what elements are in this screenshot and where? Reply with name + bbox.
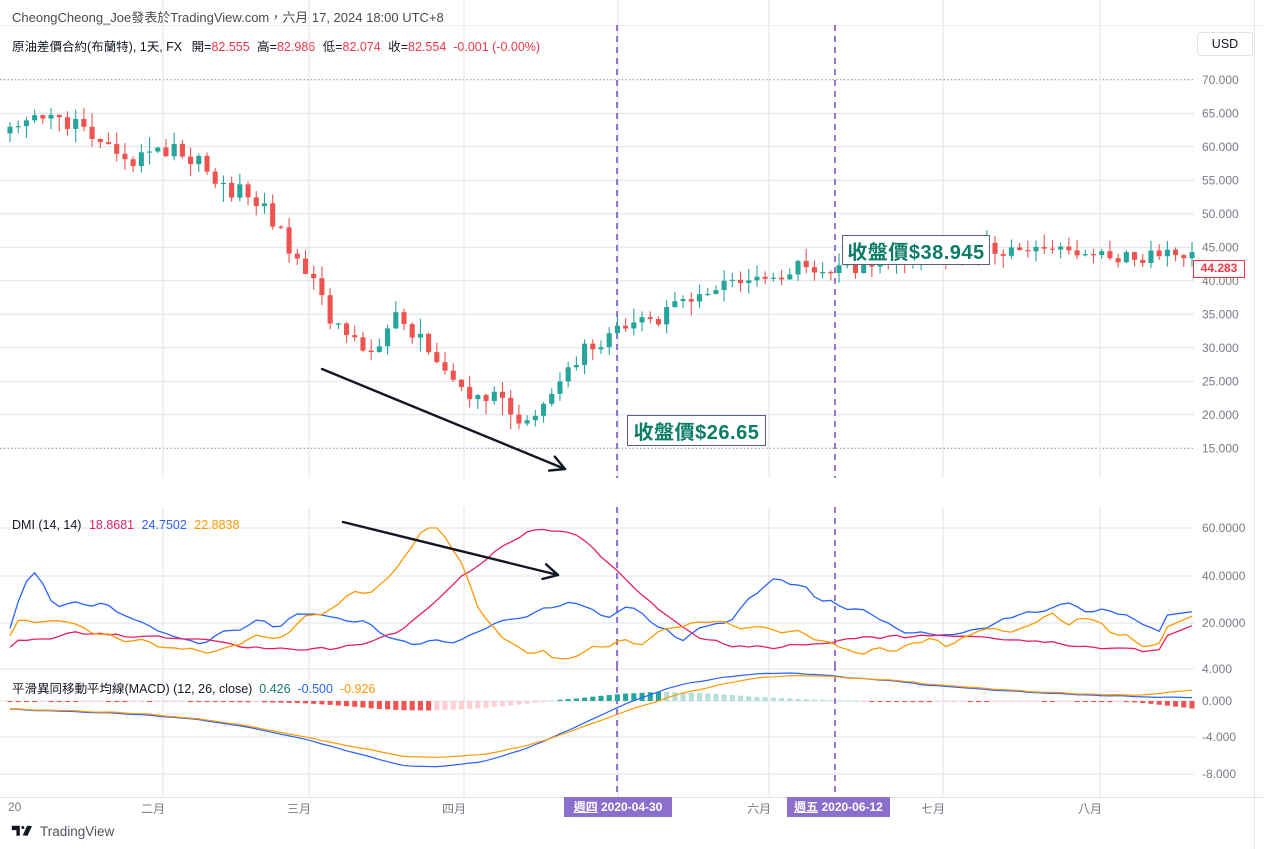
svg-text:0.000: 0.000 (1202, 694, 1232, 708)
svg-text:4.000: 4.000 (1202, 662, 1232, 676)
svg-text:-4.000: -4.000 (1202, 730, 1236, 744)
svg-text:-8.000: -8.000 (1202, 767, 1236, 781)
